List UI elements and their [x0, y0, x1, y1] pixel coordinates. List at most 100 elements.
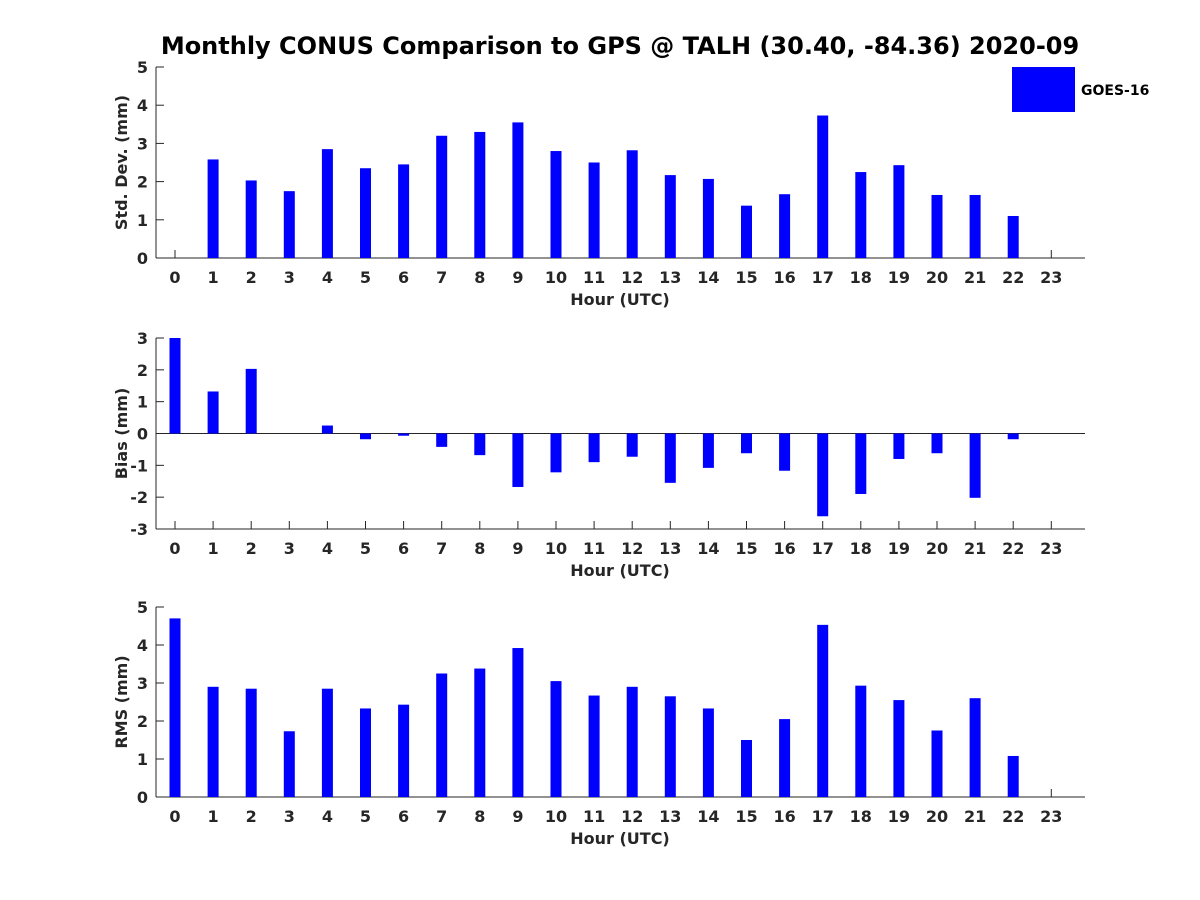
stddev-bar-hour-5: [360, 168, 371, 258]
bias-bar-hour-16: [779, 433, 791, 471]
stddev-y-tick-label: 4: [137, 96, 148, 115]
stddev-x-tick-label: 20: [926, 268, 948, 287]
stddev-x-tick-label: 2: [246, 268, 257, 287]
bias-x-tick-label: 9: [512, 539, 523, 558]
stddev-y-axis-label: Std. Dev. (mm): [112, 95, 131, 230]
rms-y-tick-label: 0: [137, 788, 148, 807]
bias-x-tick-label: 5: [360, 539, 371, 558]
bias-bar-hour-0: [169, 338, 181, 434]
bias-bar-hour-14: [702, 433, 714, 468]
rms-x-tick-label: 14: [697, 807, 719, 826]
stddev-x-tick-label: 3: [284, 268, 295, 287]
bias-x-tick-label: 15: [735, 539, 757, 558]
rms-bar-hour-15: [741, 740, 752, 797]
stddev-bar-hour-11: [588, 162, 600, 258]
stddev-bar-hour-16: [779, 194, 791, 258]
bias-bar-hour-9: [512, 433, 524, 487]
bias-bar-hour-17: [817, 433, 829, 517]
stddev-bar-hour-19: [893, 165, 905, 258]
bias-y-tick-label: -3: [130, 520, 148, 539]
bias-x-tick-label: 17: [812, 539, 834, 558]
rms-x-tick-label: 0: [169, 807, 180, 826]
rms-bar-hour-6: [398, 704, 410, 797]
stddev-bar-hour-10: [550, 151, 562, 258]
rms-bar-hour-10: [550, 681, 562, 797]
stddev-bar-hour-14: [702, 178, 714, 258]
legend-swatch: [1012, 67, 1075, 112]
rms-bar-hour-16: [779, 719, 791, 797]
rms-x-axis-label: Hour (UTC): [570, 829, 670, 848]
bias-x-tick-label: 13: [659, 539, 681, 558]
stddev-x-tick-label: 9: [512, 268, 523, 287]
bias-bar-hour-12: [626, 433, 638, 457]
stddev-x-tick-label: 16: [773, 268, 795, 287]
rms-bar-hour-5: [360, 708, 371, 797]
rms-y-tick-label: 2: [137, 712, 148, 731]
bias-bar-hour-8: [474, 433, 486, 456]
stddev-x-tick-label: 6: [398, 268, 409, 287]
stddev-x-tick-label: 17: [812, 268, 834, 287]
rms-bar-hour-20: [931, 730, 943, 797]
bias-x-tick-label: 1: [208, 539, 219, 558]
bias-x-tick-label: 3: [284, 539, 295, 558]
stddev-bar-hour-3: [283, 191, 295, 258]
rms-bar-hour-14: [702, 708, 714, 797]
stddev-x-axis-label: Hour (UTC): [570, 290, 670, 309]
rms-y-axis-label: RMS (mm): [112, 655, 131, 748]
stddev-y-tick-label: 0: [137, 249, 148, 268]
bias-bar-hour-10: [550, 433, 562, 473]
bias-y-tick-label: 1: [137, 393, 148, 412]
rms-bar-hour-21: [969, 698, 981, 797]
stddev-bar-hour-7: [436, 135, 448, 258]
rms-x-tick-label: 13: [659, 807, 681, 826]
bias-x-tick-label: 20: [926, 539, 948, 558]
bias-x-tick-label: 19: [888, 539, 910, 558]
rms-y-tick-label: 5: [137, 598, 148, 617]
bias-bar-hour-21: [969, 433, 981, 498]
figure-title: Monthly CONUS Comparison to GPS @ TALH (…: [161, 32, 1079, 60]
stddev-x-tick-label: 8: [474, 268, 485, 287]
rms-y-tick-label: 3: [137, 674, 148, 693]
stddev-bar-hour-12: [626, 150, 638, 258]
bias-x-tick-label: 7: [436, 539, 447, 558]
stddev-bar-hour-2: [245, 180, 257, 258]
rms-x-tick-label: 6: [398, 807, 409, 826]
rms-x-tick-label: 8: [474, 807, 485, 826]
rms-bar-hour-12: [626, 686, 638, 797]
bias-bar-hour-13: [664, 433, 676, 483]
bias-bar-hour-19: [893, 433, 905, 459]
stddev-x-tick-label: 18: [850, 268, 872, 287]
bias-bar-hour-6: [398, 433, 410, 436]
rms-bar-hour-1: [207, 686, 219, 797]
stddev-x-tick-label: 12: [621, 268, 643, 287]
rms-x-tick-label: 22: [1002, 807, 1024, 826]
rms-y-tick-label: 1: [137, 750, 148, 769]
stddev-x-tick-label: 0: [169, 268, 180, 287]
rms-x-tick-label: 11: [583, 807, 605, 826]
bias-bar-hour-5: [360, 433, 371, 440]
rms-x-tick-label: 21: [964, 807, 986, 826]
rms-x-tick-label: 18: [850, 807, 872, 826]
rms-y-tick-label: 4: [137, 636, 148, 655]
bias-y-tick-label: -2: [130, 488, 148, 507]
rms-bar-hour-8: [474, 668, 486, 797]
rms-x-tick-label: 19: [888, 807, 910, 826]
stddev-x-tick-label: 13: [659, 268, 681, 287]
rms-x-tick-label: 7: [436, 807, 447, 826]
stddev-x-tick-label: 19: [888, 268, 910, 287]
rms-bar-hour-3: [283, 731, 295, 797]
rms-x-tick-label: 9: [512, 807, 523, 826]
bias-x-tick-label: 8: [474, 539, 485, 558]
rms-bar-hour-17: [817, 624, 829, 797]
rms-bar-hour-0: [169, 618, 181, 797]
stddev-x-tick-label: 23: [1040, 268, 1062, 287]
bias-bar-hour-20: [931, 433, 943, 454]
rms-x-tick-label: 15: [735, 807, 757, 826]
bias-bar-hour-2: [245, 368, 257, 434]
stddev-x-tick-label: 14: [697, 268, 719, 287]
stddev-bar-hour-13: [664, 175, 676, 258]
rms-bar-hour-19: [893, 700, 905, 797]
rms-bar-hour-4: [321, 688, 333, 797]
bias-bar-hour-18: [855, 433, 867, 494]
